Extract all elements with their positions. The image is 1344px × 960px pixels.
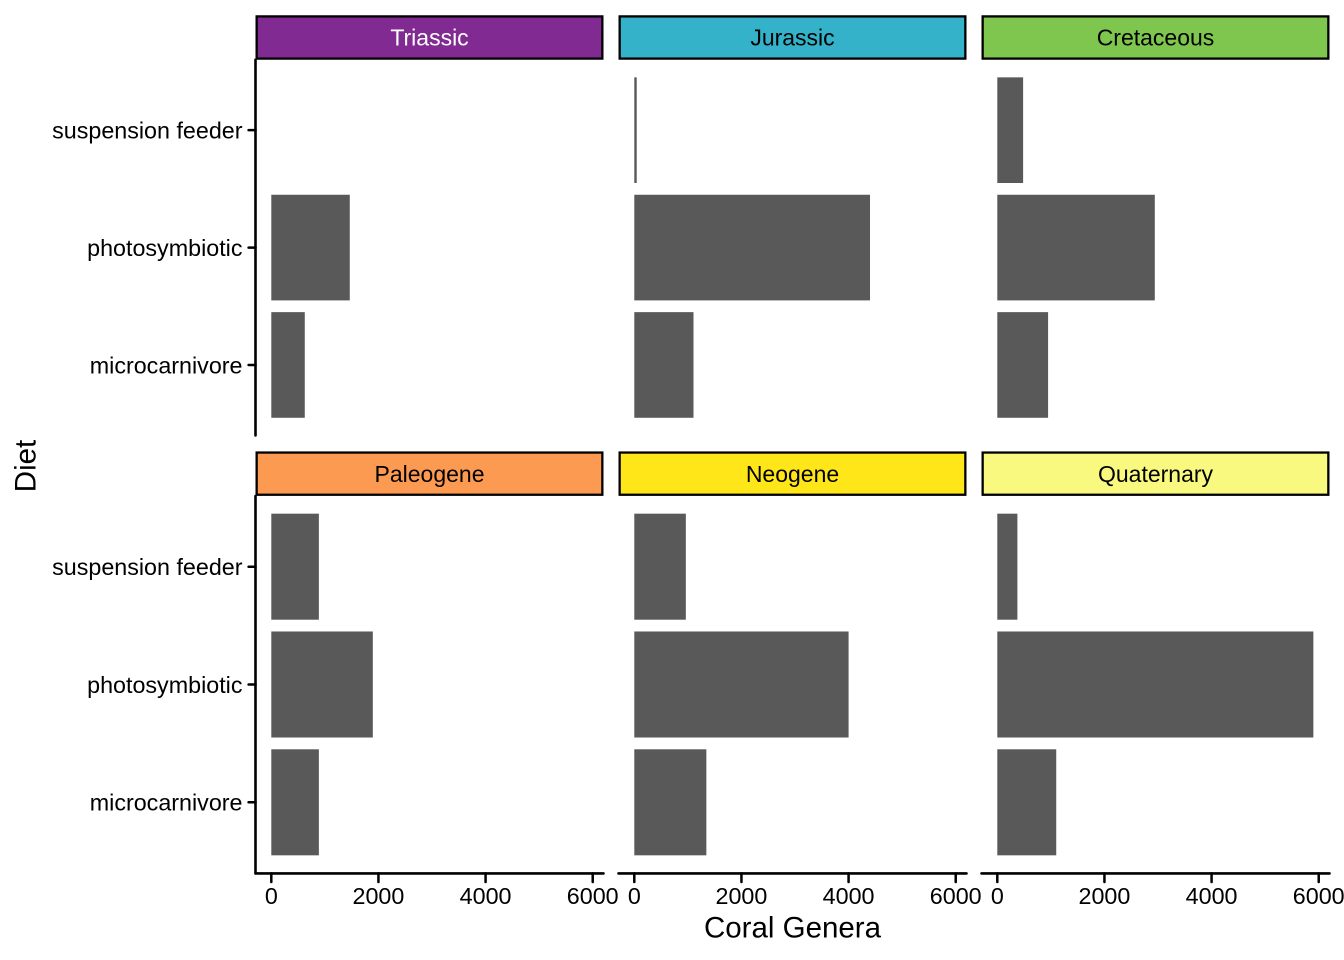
svg-text:microcarnivore: microcarnivore [90, 790, 243, 816]
svg-text:2000: 2000 [716, 883, 768, 909]
svg-text:Cretaceous: Cretaceous [1097, 25, 1215, 51]
svg-text:photosymbiotic: photosymbiotic [87, 672, 243, 698]
svg-text:Coral Genera: Coral Genera [704, 912, 882, 945]
svg-text:Paleogene: Paleogene [375, 461, 485, 487]
svg-text:microcarnivore: microcarnivore [90, 352, 243, 378]
svg-text:2000: 2000 [353, 883, 405, 909]
svg-text:6000: 6000 [930, 883, 982, 909]
svg-text:Jurassic: Jurassic [750, 25, 834, 51]
svg-text:Triassic: Triassic [390, 25, 468, 51]
svg-text:4000: 4000 [823, 883, 875, 909]
svg-text:4000: 4000 [1186, 883, 1238, 909]
svg-text:0: 0 [628, 883, 641, 909]
svg-text:6000: 6000 [1293, 883, 1344, 909]
svg-text:2000: 2000 [1079, 883, 1131, 909]
svg-text:suspension feeder: suspension feeder [52, 117, 243, 143]
svg-text:Quaternary: Quaternary [1098, 461, 1214, 487]
svg-text:4000: 4000 [460, 883, 512, 909]
svg-text:0: 0 [265, 883, 278, 909]
svg-text:Neogene: Neogene [746, 461, 839, 487]
svg-text:6000: 6000 [567, 883, 619, 909]
svg-text:photosymbiotic: photosymbiotic [87, 235, 243, 261]
svg-text:Diet: Diet [10, 440, 43, 492]
svg-text:suspension feeder: suspension feeder [52, 554, 243, 580]
svg-text:0: 0 [991, 883, 1004, 909]
